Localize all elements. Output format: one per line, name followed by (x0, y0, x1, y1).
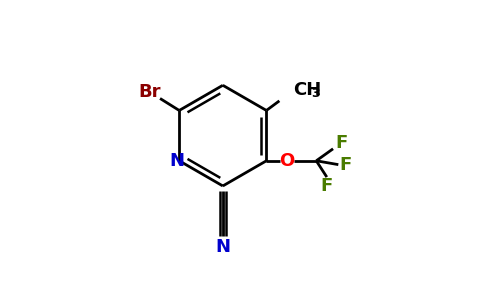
Text: N: N (170, 152, 185, 170)
Text: F: F (340, 156, 352, 174)
Text: O: O (279, 152, 294, 170)
Text: N: N (215, 238, 230, 256)
Text: CH: CH (293, 81, 321, 99)
Text: 3: 3 (311, 87, 319, 100)
Text: F: F (321, 177, 333, 195)
Text: Br: Br (138, 83, 161, 101)
Text: F: F (335, 134, 348, 152)
